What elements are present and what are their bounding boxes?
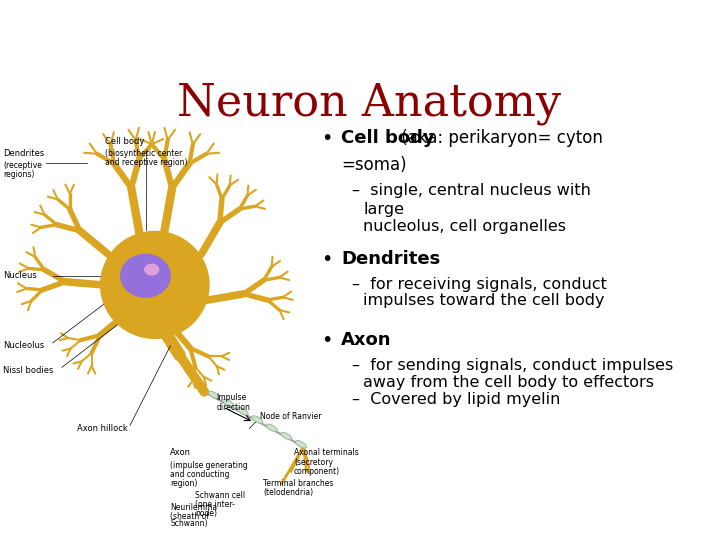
Text: (receptive: (receptive xyxy=(3,161,42,170)
Ellipse shape xyxy=(266,424,277,431)
Text: direction: direction xyxy=(217,402,251,411)
Text: –  for receiving signals, conduct: – for receiving signals, conduct xyxy=(352,277,607,292)
Text: Neuron Anatomy: Neuron Anatomy xyxy=(177,82,561,125)
Text: Axon hillock: Axon hillock xyxy=(78,424,128,433)
Text: •: • xyxy=(322,250,333,269)
Ellipse shape xyxy=(281,432,292,440)
Text: Cell body: Cell body xyxy=(105,137,145,146)
Text: Dendrites: Dendrites xyxy=(3,149,45,158)
Text: (impulse generating: (impulse generating xyxy=(171,461,248,470)
Text: Schwann cell: Schwann cell xyxy=(195,491,246,500)
Text: component): component) xyxy=(294,467,341,476)
Ellipse shape xyxy=(252,416,263,423)
Text: •: • xyxy=(322,129,333,149)
Ellipse shape xyxy=(222,399,234,407)
Text: regions): regions) xyxy=(3,171,35,179)
Ellipse shape xyxy=(295,441,307,448)
Ellipse shape xyxy=(121,254,171,297)
Text: –  single, central nucleus with: – single, central nucleus with xyxy=(352,183,591,198)
Text: Node of Ranvier: Node of Ranvier xyxy=(260,411,322,421)
Text: (telodendria): (telodendria) xyxy=(264,488,313,497)
Text: large: large xyxy=(364,202,405,217)
Text: Axon: Axon xyxy=(171,448,192,457)
Text: region): region) xyxy=(171,479,198,488)
Text: away from the cell body to effectors: away from the cell body to effectors xyxy=(364,375,654,389)
Text: Dendrites: Dendrites xyxy=(341,250,441,268)
Text: =soma): =soma) xyxy=(341,156,407,174)
Text: Cell body: Cell body xyxy=(341,129,435,147)
Ellipse shape xyxy=(208,391,219,399)
Text: and conducting: and conducting xyxy=(171,470,230,479)
Text: Nissl bodies: Nissl bodies xyxy=(3,366,53,375)
Ellipse shape xyxy=(101,232,209,339)
Text: nucleolus, cell organelles: nucleolus, cell organelles xyxy=(364,219,567,234)
Text: (secretory: (secretory xyxy=(294,457,333,467)
Text: –  for sending signals, conduct impulses: – for sending signals, conduct impulses xyxy=(352,358,673,373)
Text: node): node) xyxy=(195,509,217,518)
Text: and receptive region): and receptive region) xyxy=(105,158,188,167)
Text: –  Covered by lipid myelin: – Covered by lipid myelin xyxy=(352,393,561,408)
Text: Impulse: Impulse xyxy=(217,393,247,402)
Ellipse shape xyxy=(145,264,158,275)
Text: (one inter-: (one inter- xyxy=(195,500,235,509)
Text: Schwann): Schwann) xyxy=(171,518,208,528)
Text: Neurilemma: Neurilemma xyxy=(171,503,217,512)
Ellipse shape xyxy=(237,408,248,415)
Text: impulses toward the cell body: impulses toward the cell body xyxy=(364,293,605,308)
Text: (aka: perikaryon= cyton: (aka: perikaryon= cyton xyxy=(396,129,603,147)
Text: •: • xyxy=(322,331,333,350)
Text: Terminal branches: Terminal branches xyxy=(264,479,333,488)
Text: Nucleus: Nucleus xyxy=(3,271,37,280)
Text: (biosynthetic center: (biosynthetic center xyxy=(105,149,182,158)
Text: (sheath of: (sheath of xyxy=(171,512,210,522)
Text: Nucleolus: Nucleolus xyxy=(3,341,45,350)
Text: Axon: Axon xyxy=(341,331,392,349)
Text: Axonal terminals: Axonal terminals xyxy=(294,448,359,457)
